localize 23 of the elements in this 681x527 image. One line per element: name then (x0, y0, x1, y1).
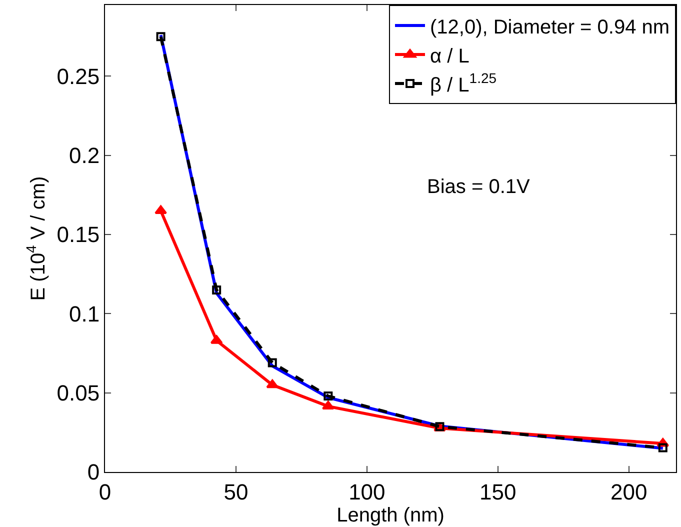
annotation: Bias = 0.1V (427, 176, 530, 198)
x-tick-label: 150 (480, 479, 516, 504)
legend-label: (12,0), Diameter = 0.94 nm (430, 16, 670, 38)
point (658, 443, 668, 452)
point (268, 358, 277, 368)
y-tick-label: 0.2 (69, 143, 100, 168)
y-tick-label: 0.05 (56, 380, 100, 406)
legend-label: α / L (430, 45, 470, 68)
point (154, 205, 167, 214)
y-tick-label: 0.25 (56, 64, 100, 89)
y-tick-label: 0.1 (69, 301, 100, 326)
point (324, 392, 333, 401)
x-tick-label: 50 (224, 479, 248, 504)
y-tick-label: 0 (87, 460, 100, 485)
point (266, 379, 279, 388)
point (156, 32, 166, 42)
x-tick-label: 200 (610, 479, 648, 504)
point (212, 285, 222, 294)
x-axis-title: Length (nm) (336, 504, 444, 526)
x-tick-label: 100 (348, 479, 386, 504)
y-tick-label: 0.15 (56, 222, 100, 248)
legend-label: β / L$^{1.25}$ (430, 70, 497, 96)
point (322, 400, 334, 410)
